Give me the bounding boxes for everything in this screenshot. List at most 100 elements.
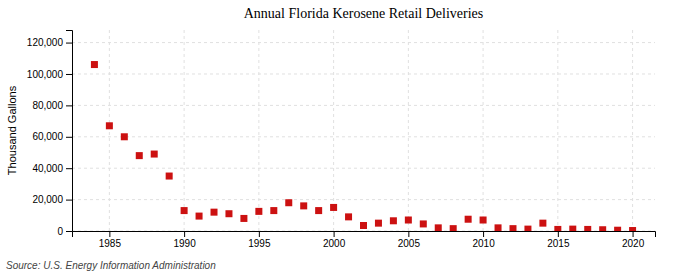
- x-tick: 1995: [248, 231, 271, 249]
- x-tick: 2020: [622, 231, 645, 249]
- point: [136, 152, 143, 159]
- x-tick-mark: [259, 231, 260, 237]
- x-grid-line: [483, 30, 484, 231]
- y-grid-line: [72, 105, 655, 106]
- y-grid-line: [72, 136, 655, 137]
- chart: 1985 1990 1995 2000 2005 2010 2015 2020 0 20,000 4…: [0, 0, 675, 275]
- x-tick: 2000: [323, 231, 346, 249]
- x-tick-label: 2005: [398, 238, 421, 249]
- point: [121, 133, 128, 140]
- x-tick-mark: [184, 231, 185, 237]
- point: [285, 199, 292, 206]
- y-tick-mark: [66, 168, 72, 169]
- point: [345, 213, 352, 220]
- source-note: Source: U.S. Energy Information Administ…: [6, 260, 216, 271]
- x-tick-mark: [483, 231, 484, 237]
- x-grid-line: [557, 30, 558, 231]
- point: [240, 215, 247, 222]
- point: [255, 208, 262, 215]
- y-grid-line: [72, 42, 655, 43]
- y-grid-line: [72, 73, 655, 74]
- point: [554, 226, 561, 231]
- y-grid-line: [72, 168, 655, 169]
- point: [599, 226, 606, 231]
- x-tick-mark: [408, 231, 409, 237]
- point: [211, 209, 218, 216]
- x-tick-mark: [334, 231, 335, 237]
- point: [405, 217, 412, 224]
- x-tick-label: 2000: [323, 238, 346, 249]
- point: [435, 224, 442, 231]
- x-grid-line: [258, 30, 259, 231]
- x-axis-line: [73, 232, 656, 238]
- point: [465, 216, 472, 223]
- points: [91, 61, 636, 231]
- x-grid-line: [408, 30, 409, 231]
- point: [300, 202, 307, 209]
- y-tick: 0: [57, 226, 72, 237]
- y-axis-title: Thousand Gallons: [6, 85, 18, 175]
- x-tick-label: 2020: [622, 238, 645, 249]
- x-tick: 1990: [173, 231, 196, 249]
- point: [524, 226, 531, 231]
- y-tick-label: 100,000: [27, 69, 64, 80]
- y-tick: 100,000: [27, 69, 72, 80]
- point: [166, 173, 173, 180]
- point: [315, 207, 322, 214]
- point: [196, 213, 203, 220]
- y-tick-mark: [66, 137, 72, 138]
- y-tick-label: 120,000: [27, 37, 64, 48]
- x-grid-line: [184, 30, 185, 231]
- x-grid-line: [632, 30, 633, 231]
- point: [569, 226, 576, 231]
- y-tick-label: 0: [57, 226, 63, 237]
- x-tick-mark: [109, 231, 110, 237]
- x-tick-mark: [558, 231, 559, 237]
- x-tick-label: 1985: [99, 238, 122, 249]
- point: [629, 227, 636, 231]
- y-axis-line: [66, 31, 73, 232]
- x-grid-line: [109, 30, 110, 231]
- y-tick-mark: [66, 74, 72, 75]
- y-tick: 80,000: [32, 100, 72, 111]
- x-tick: 2015: [547, 231, 570, 249]
- y-tick-mark: [66, 43, 72, 44]
- point: [375, 220, 382, 227]
- point: [480, 217, 487, 224]
- y-axis: 0 20,000 40,000 60,000 80,000 100,000 120,000: [27, 31, 73, 237]
- title: Annual Florida Kerosene Retail Deliverie…: [244, 6, 483, 21]
- point: [360, 222, 367, 229]
- x-axis: 1985 1990 1995 2000 2005 2010 2015 2020: [73, 231, 656, 249]
- point: [270, 207, 277, 214]
- point: [539, 220, 546, 227]
- x-tick-label: 1990: [173, 238, 196, 249]
- point: [450, 225, 457, 231]
- x-tick-label: 1995: [248, 238, 271, 249]
- x-tick-label: 2015: [547, 238, 570, 249]
- point: [509, 225, 516, 231]
- point: [330, 204, 337, 211]
- point: [181, 207, 188, 214]
- y-grid-line: [72, 199, 655, 200]
- point: [614, 227, 621, 231]
- y-tick-label: 20,000: [32, 194, 63, 205]
- point: [390, 217, 397, 224]
- x-tick-label: 2010: [472, 238, 495, 249]
- point: [584, 226, 591, 231]
- y-tick: 120,000: [27, 37, 72, 48]
- y-tick: 20,000: [32, 194, 72, 205]
- x-tick: 1985: [99, 231, 122, 249]
- x-tick: 2005: [398, 231, 421, 249]
- point: [151, 151, 158, 158]
- point: [225, 210, 232, 217]
- y-tick-mark: [66, 105, 72, 106]
- y-tick: 40,000: [32, 163, 72, 174]
- point: [106, 122, 113, 129]
- point: [420, 220, 427, 227]
- x-tick: 2010: [472, 231, 495, 249]
- plot-area: 1985 1990 1995 2000 2005 2010 2015 2020 0 20,000 4…: [27, 30, 656, 249]
- grid: [72, 30, 655, 231]
- y-tick: 60,000: [32, 131, 72, 142]
- x-grid-line: [333, 30, 334, 231]
- y-tick-mark: [66, 231, 72, 232]
